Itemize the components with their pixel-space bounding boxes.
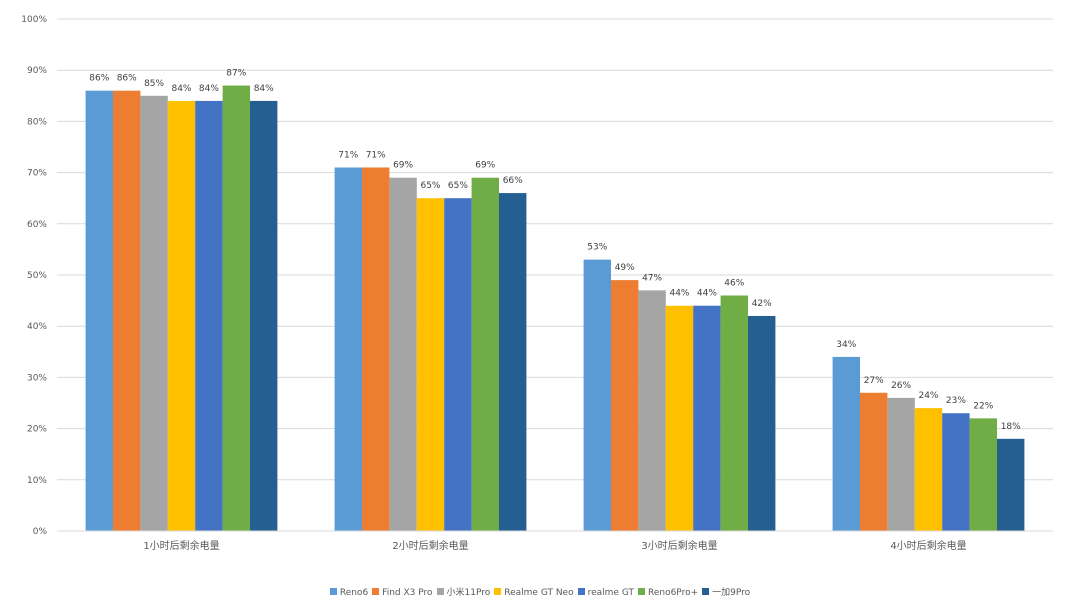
x-category-label: 4小时后剩余电量	[890, 539, 966, 552]
legend-item: Reno6Pro+	[637, 588, 699, 598]
y-tick-label: 80%	[27, 117, 47, 127]
bars	[85, 85, 1025, 532]
bar	[638, 290, 666, 531]
data-label: 69%	[393, 161, 413, 171]
data-label: 22%	[973, 401, 993, 411]
bar	[969, 418, 997, 531]
y-tick-label: 40%	[27, 322, 47, 332]
legend-swatch	[329, 588, 337, 595]
bar	[140, 95, 168, 532]
y-tick-label: 20%	[27, 425, 47, 435]
bar	[389, 177, 417, 531]
legend-swatch	[372, 588, 380, 595]
legend-swatch	[436, 588, 444, 595]
data-label: 65%	[420, 181, 440, 191]
bar	[250, 100, 278, 532]
bar	[167, 100, 196, 532]
legend-swatch	[637, 588, 645, 595]
legend-item: Reno6	[329, 588, 369, 598]
y-tick-label: 100%	[21, 15, 47, 25]
data-label: 26%	[891, 381, 911, 391]
bar	[720, 295, 748, 531]
bar	[416, 198, 445, 531]
legend-swatch	[577, 588, 585, 595]
x-category-label: 1小时后剩余电量	[143, 539, 219, 552]
data-label: 53%	[587, 243, 607, 253]
data-label: 44%	[697, 289, 717, 299]
bar	[997, 438, 1025, 531]
legend-item: Realme GT Neo	[494, 588, 574, 598]
bar	[113, 90, 141, 532]
y-tick-label: 50%	[27, 271, 47, 281]
data-label: 34%	[836, 340, 856, 350]
y-tick-label: 30%	[27, 373, 47, 383]
bar	[748, 315, 776, 531]
data-label: 47%	[642, 273, 662, 283]
x-category-label: 2小时后剩余电量	[392, 539, 468, 552]
data-label: 66%	[503, 176, 523, 186]
data-label: 18%	[1001, 422, 1021, 432]
legend-label: Reno6	[339, 588, 369, 598]
data-label: 84%	[199, 84, 219, 94]
y-tick-label: 10%	[27, 476, 47, 486]
data-labels: 86% 86% 85% 84% 84% 87% 84% 71% 71% 69% 65% 65% 69% 6…	[89, 69, 1021, 432]
legend: Reno6 Find X3 Pro 小米11Pro Realme GT Neo real…	[0, 585, 1080, 598]
legend-swatch	[702, 588, 710, 595]
bar	[362, 167, 390, 532]
x-axis-categories: 1小时后剩余电量 2小时后剩余电量 3小时后剩余电量 4小时后剩余电量	[143, 539, 966, 552]
bar	[471, 177, 499, 531]
bar	[583, 259, 611, 531]
legend-label: 小米11Pro	[446, 588, 491, 598]
x-category-label: 3小时后剩余电量	[641, 539, 717, 552]
y-axis-ticks: 0% 10% 20% 30% 40% 50% 60% 70% 80% 90% 100%	[21, 15, 47, 537]
legend-label: Find X3 Pro	[382, 588, 433, 598]
legend-swatch	[494, 588, 502, 595]
data-label: 27%	[864, 376, 884, 386]
bar	[860, 392, 888, 531]
data-label: 42%	[752, 299, 772, 309]
y-tick-label: 90%	[27, 66, 47, 76]
legend-item: 小米11Pro	[436, 585, 491, 598]
data-label: 24%	[918, 391, 938, 401]
bar	[914, 408, 943, 531]
legend-item: 一加9Pro	[702, 585, 750, 598]
bar	[444, 198, 472, 531]
data-label: 49%	[615, 263, 635, 273]
y-tick-label: 60%	[27, 220, 47, 230]
data-label: 84%	[171, 84, 191, 94]
legend-label: Reno6Pro+	[647, 588, 699, 598]
data-label: 84%	[254, 84, 274, 94]
data-label: 44%	[669, 289, 689, 299]
bar	[85, 90, 113, 532]
data-label: 71%	[338, 150, 358, 160]
legend-label: realme GT	[587, 588, 634, 598]
bar	[942, 413, 970, 531]
y-tick-label: 70%	[27, 169, 47, 179]
legend-item: realme GT	[577, 588, 634, 598]
bar	[887, 397, 915, 531]
data-label: 46%	[724, 278, 744, 288]
legend-label: Realme GT Neo	[504, 588, 574, 598]
bar	[832, 356, 860, 531]
bar	[611, 280, 639, 531]
bar	[334, 167, 362, 532]
bar	[195, 100, 223, 532]
data-label: 86%	[117, 74, 137, 84]
bar	[693, 305, 721, 531]
data-label: 69%	[475, 161, 495, 171]
data-label: 86%	[89, 74, 109, 84]
bar	[499, 193, 527, 531]
bar	[665, 305, 694, 531]
y-tick-label: 0%	[33, 527, 48, 537]
data-label: 71%	[366, 150, 386, 160]
legend-label: 一加9Pro	[712, 588, 751, 598]
data-label: 87%	[226, 69, 246, 79]
legend-item: Find X3 Pro	[372, 588, 433, 598]
bar	[222, 85, 250, 531]
data-label: 23%	[946, 396, 966, 406]
data-label: 65%	[448, 181, 468, 191]
data-label: 85%	[144, 79, 164, 89]
